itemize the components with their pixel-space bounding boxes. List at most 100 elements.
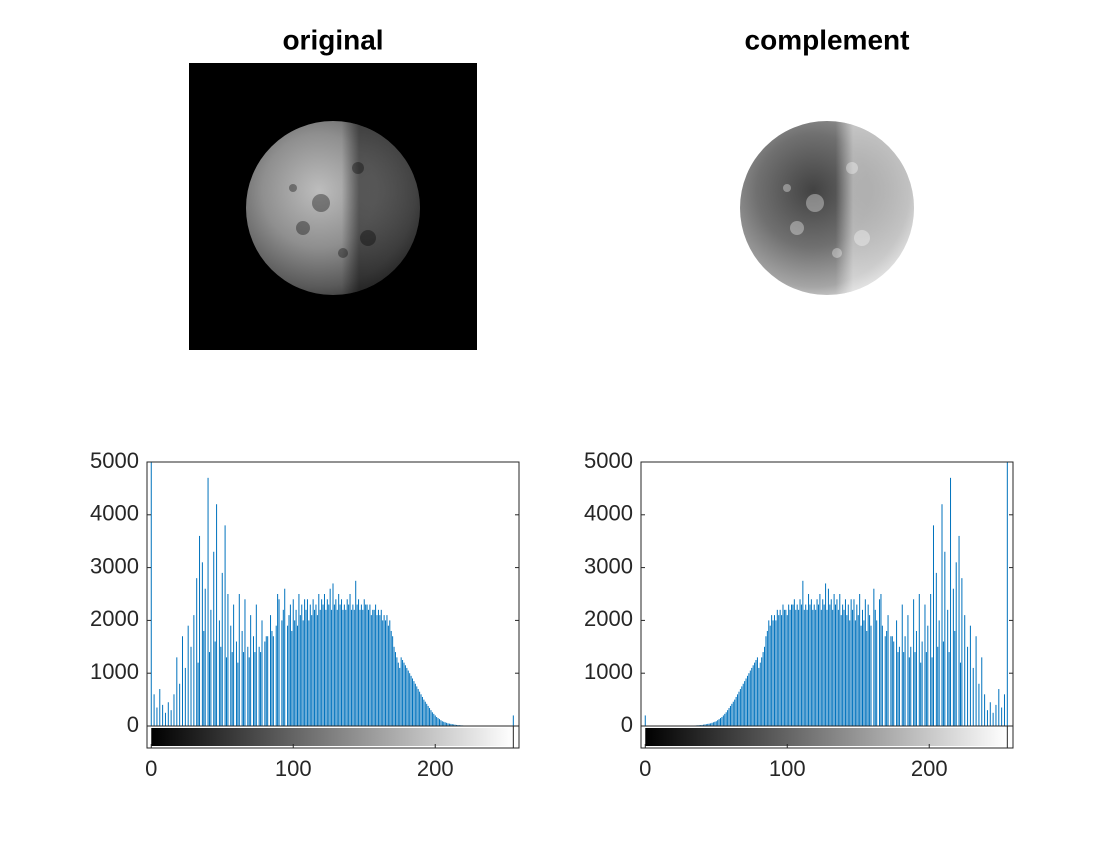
bar (250, 615, 251, 726)
bar (277, 594, 278, 726)
bar (401, 657, 402, 726)
bar (825, 583, 826, 726)
bar (254, 652, 255, 726)
bar (396, 657, 397, 726)
bar (905, 636, 906, 726)
bar (937, 647, 938, 726)
bar (863, 620, 864, 726)
x-tick-label: 100 (275, 756, 312, 781)
bar (388, 626, 389, 726)
bar (185, 668, 186, 726)
bar (899, 647, 900, 726)
bar (320, 610, 321, 726)
bar (230, 626, 231, 726)
bar (168, 702, 169, 726)
bar (858, 615, 859, 726)
bar (260, 652, 261, 726)
bar (338, 594, 339, 726)
bar (737, 694, 738, 726)
bar (264, 642, 265, 726)
bar (761, 657, 762, 726)
bar (176, 657, 177, 726)
bar (954, 631, 955, 726)
bar (839, 594, 840, 726)
bar (328, 605, 329, 726)
bar (845, 599, 846, 726)
bar (943, 642, 944, 726)
bar (886, 631, 887, 726)
bar (757, 657, 758, 726)
bar (747, 676, 748, 726)
bar (915, 652, 916, 726)
bar (294, 620, 295, 726)
bar (836, 599, 837, 726)
bar (801, 605, 802, 726)
bar (765, 636, 766, 726)
bar (162, 705, 163, 726)
bar (244, 599, 245, 726)
bar (782, 605, 783, 726)
bar (835, 605, 836, 726)
bar (430, 710, 431, 726)
bar (403, 663, 404, 726)
bar (333, 583, 334, 726)
bar (291, 631, 292, 726)
bar (425, 702, 426, 726)
y-tick-label: 5000 (90, 448, 139, 473)
bar (756, 660, 757, 726)
bar (321, 599, 322, 726)
bar (861, 626, 862, 726)
bar (311, 615, 312, 726)
bar (795, 610, 796, 726)
bar (998, 689, 999, 726)
bar (713, 722, 714, 726)
bar (880, 594, 881, 726)
bar (382, 620, 383, 726)
bar (815, 610, 816, 726)
bar (352, 605, 353, 726)
bar (227, 594, 228, 726)
bar (784, 610, 785, 726)
bar (276, 626, 277, 726)
bar (733, 702, 734, 726)
bar (237, 663, 238, 726)
bar (780, 610, 781, 726)
bar (216, 504, 217, 726)
bar (956, 562, 957, 726)
bar (794, 599, 795, 726)
bar (907, 615, 908, 726)
bar (740, 689, 741, 726)
bar (351, 610, 352, 726)
moon-shade (246, 121, 420, 295)
bar (767, 631, 768, 726)
bar (1001, 708, 1002, 726)
bar (377, 615, 378, 726)
bar (399, 668, 400, 726)
bar (1007, 462, 1008, 726)
bar (358, 599, 359, 726)
bar (944, 552, 945, 726)
y-tick-label: 1000 (584, 659, 633, 684)
bar (435, 715, 436, 726)
bar (297, 626, 298, 726)
bar (787, 615, 788, 726)
bar (808, 594, 809, 726)
bar (846, 615, 847, 726)
bar (729, 708, 730, 726)
bar (205, 589, 206, 726)
bar (442, 721, 443, 726)
bar (303, 620, 304, 726)
bar (300, 615, 301, 726)
panel-title: original (282, 24, 383, 55)
bar (751, 668, 752, 726)
crater (352, 162, 364, 174)
bar (879, 599, 880, 726)
crater (312, 194, 330, 212)
bar (345, 610, 346, 726)
bar (378, 610, 379, 726)
bar (950, 478, 951, 726)
y-tick-label: 2000 (584, 606, 633, 631)
bar (308, 620, 309, 726)
colorbar (645, 728, 1007, 746)
